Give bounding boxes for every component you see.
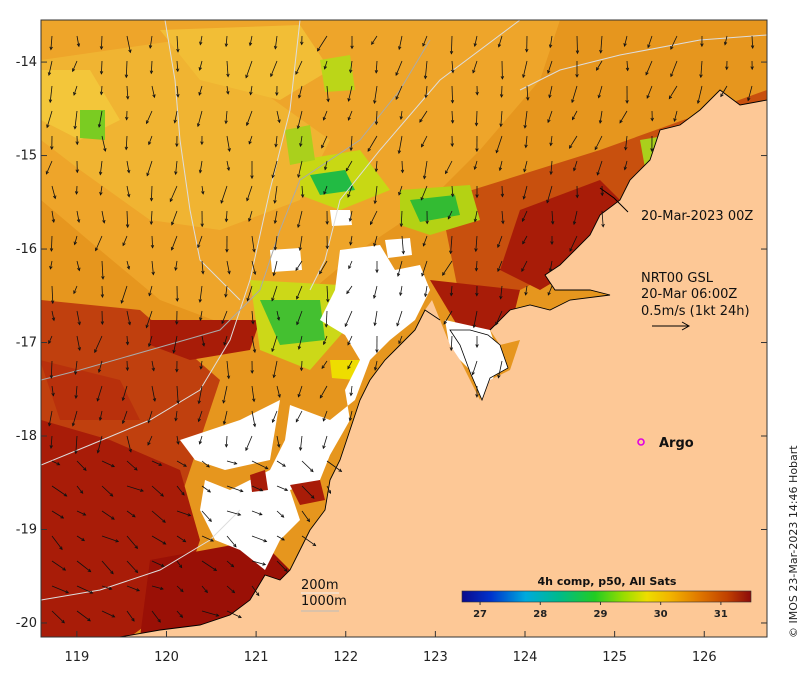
colorbar-tick-label: 30 <box>654 609 668 620</box>
current-arrow <box>102 286 103 297</box>
lat-tick-label: -19 <box>16 522 37 537</box>
colorbar-tick-label: 29 <box>594 609 608 620</box>
lon-tick-label: 122 <box>333 650 358 665</box>
current-scale-label: 0.5m/s (1kt 24h) <box>641 304 750 319</box>
current-time-label: 20-Mar 06:00Z <box>641 287 737 302</box>
lat-tick-label: -20 <box>16 616 37 631</box>
current-arrow <box>502 86 503 97</box>
lat-tick-label: -15 <box>16 149 37 164</box>
argo-label: Argo <box>659 436 694 451</box>
lon-tick-label: 126 <box>692 650 717 665</box>
colorbar-title: 4h comp, p50, All Sats <box>538 575 677 588</box>
isobath-200-label: 200m <box>301 578 338 593</box>
current-source-label: NRT00 GSL <box>641 271 714 286</box>
colorbar-tick-label: 27 <box>473 609 487 620</box>
lon-tick-label: 121 <box>244 650 269 665</box>
lon-tick-label: 124 <box>513 650 538 665</box>
colorbar-tick-label: 31 <box>714 609 728 620</box>
lon-tick-label: 120 <box>154 650 179 665</box>
lat-tick-label: -18 <box>16 429 37 444</box>
isobath-1000-label: 1000m <box>301 594 347 609</box>
colorbar-ramp <box>462 591 751 602</box>
colorbar-tick-label: 28 <box>533 609 547 620</box>
credit-text: © IMOS 23-Mar-2023 14:46 Hobart <box>787 445 800 638</box>
current-arrow <box>502 186 503 197</box>
current-arrow <box>577 36 578 53</box>
lon-tick-label: 125 <box>602 650 627 665</box>
lat-tick-label: -17 <box>16 336 37 351</box>
date-label: 20-Mar-2023 00Z <box>641 209 753 224</box>
lat-tick-label: -14 <box>16 55 37 70</box>
lon-tick-label: 123 <box>423 650 448 665</box>
lat-tick-label: -16 <box>16 242 37 257</box>
lon-tick-label: 119 <box>64 650 89 665</box>
